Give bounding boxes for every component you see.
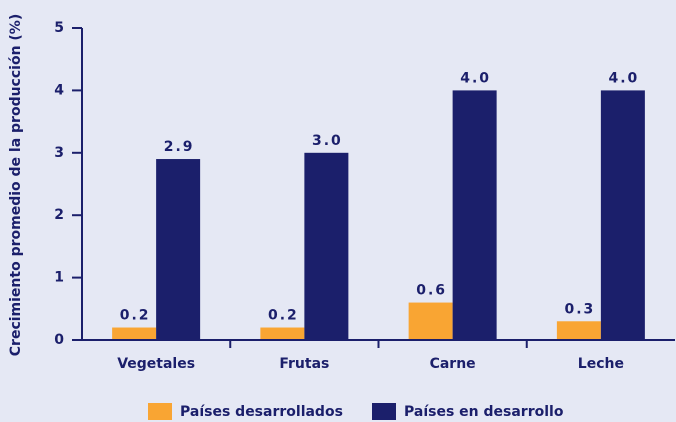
- legend-swatch: [372, 403, 396, 420]
- bar: [156, 159, 201, 340]
- x-tick-label: Vegetales: [117, 356, 195, 372]
- y-tick-label: 2: [54, 207, 64, 223]
- data-label: 4.0: [460, 70, 491, 86]
- y-tick-label: 5: [54, 20, 64, 36]
- x-tick-label: Frutas: [279, 356, 329, 372]
- y-axis-label: Crecimiento promedio de la producción (%…: [8, 14, 24, 356]
- y-tick-label: 4: [54, 82, 64, 98]
- legend-swatch: [148, 403, 172, 420]
- bar: [452, 90, 497, 341]
- data-label: 4.0: [608, 70, 639, 86]
- legend-label: Países en desarrollo: [404, 404, 564, 420]
- data-label: 0.2: [268, 308, 299, 324]
- bar: [304, 152, 349, 340]
- data-label: 0.3: [564, 301, 595, 317]
- data-label: 0.6: [416, 283, 447, 299]
- y-tick-label: 1: [54, 270, 64, 286]
- bar: [260, 327, 305, 340]
- y-tick-label: 0: [54, 332, 64, 348]
- bar: [112, 327, 157, 340]
- x-tick-label: Carne: [430, 356, 476, 372]
- data-label: 2.9: [164, 139, 195, 155]
- bar: [600, 90, 645, 341]
- data-label: 0.2: [120, 308, 151, 324]
- legend-label: Países desarrollados: [180, 404, 343, 420]
- data-label: 3.0: [312, 133, 343, 149]
- x-tick-label: Leche: [578, 356, 624, 372]
- y-tick-label: 3: [54, 145, 64, 161]
- bar: [408, 302, 453, 340]
- bar: [556, 321, 601, 340]
